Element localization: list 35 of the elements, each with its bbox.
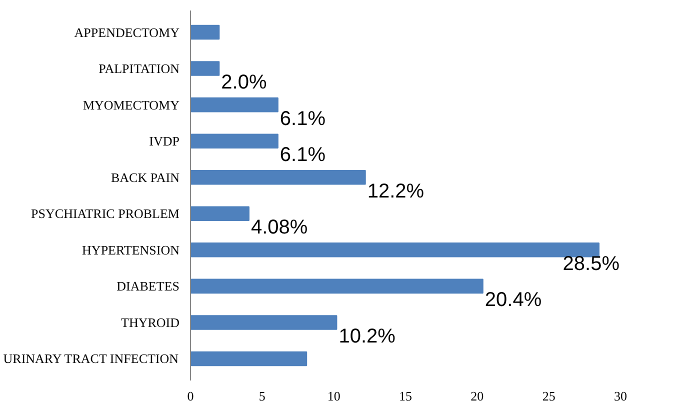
y-tick-label: BACK PAIN	[110, 170, 180, 185]
x-tick-label: 0	[187, 388, 194, 404]
bar	[190, 206, 250, 222]
bar	[190, 315, 338, 330]
data-label: 28.5%	[562, 252, 620, 275]
data-label: 20.4%	[484, 289, 542, 312]
x-tick-label: 30	[614, 388, 627, 404]
data-label: 12.2%	[367, 180, 424, 202]
y-tick-label: PALPITATION	[98, 61, 180, 76]
y-tick-label: HYPERTENSION	[82, 242, 180, 258]
y-tick-label: URINARY TRACT INFECTION	[3, 351, 180, 366]
data-label: 4.08%	[250, 216, 308, 239]
bar	[190, 97, 278, 112]
y-tick-label: IVDP	[149, 134, 180, 149]
bar	[190, 134, 278, 148]
bar	[190, 170, 366, 185]
y-tick-label: PSYCHIATRIC PROBLEM	[31, 206, 180, 222]
x-tick-label: 20	[470, 388, 484, 404]
data-label: 2.0%	[221, 72, 267, 94]
bar	[190, 351, 308, 366]
x-tick-label: 15	[399, 388, 412, 404]
y-tick-label: DIABETES	[116, 278, 180, 294]
data-label: 6.1%	[280, 144, 326, 166]
bar	[190, 278, 484, 294]
y-tick-label: APPENDECTOMY	[74, 24, 180, 40]
y-tick-label: MYOMECTOMY	[82, 97, 180, 112]
data-label: 6.1%	[280, 108, 326, 130]
x-tick-label: 25	[542, 388, 556, 404]
y-tick-label: THYROID	[121, 314, 180, 330]
bar	[190, 24, 220, 40]
bar	[190, 242, 600, 258]
data-label: 10.2%	[338, 325, 396, 348]
x-tick-label: 5	[258, 388, 266, 404]
x-tick-label: 10	[327, 388, 340, 404]
bar	[190, 61, 220, 76]
